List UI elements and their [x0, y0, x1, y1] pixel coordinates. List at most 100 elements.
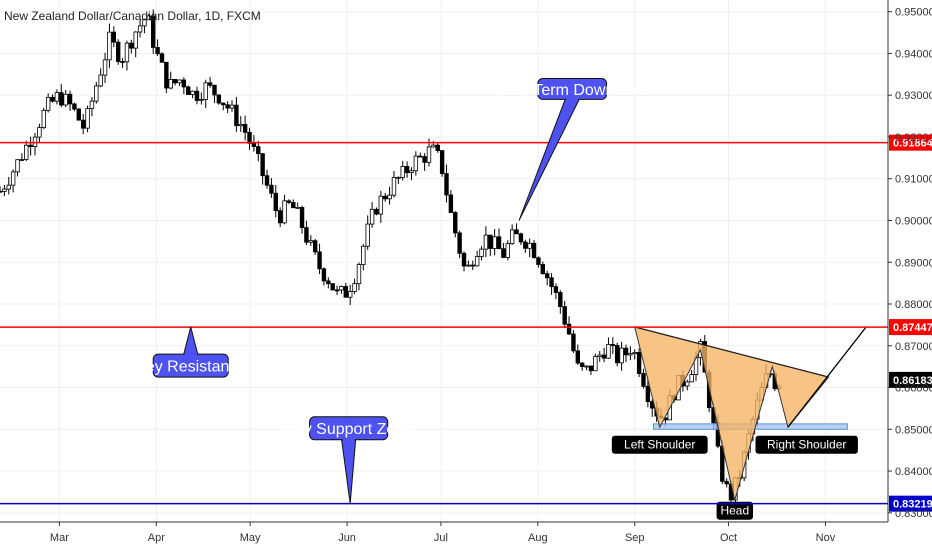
candle-up	[238, 124, 243, 127]
candle-down	[207, 82, 213, 86]
candle-down	[544, 273, 550, 279]
pattern-fill	[634, 326, 830, 501]
candle-down	[76, 108, 81, 121]
x-tick-label: Nov	[816, 532, 836, 544]
candle-down	[291, 201, 296, 209]
callout-text-1: Key Resistance	[135, 359, 246, 376]
candle-down	[549, 277, 554, 288]
candle-up	[107, 31, 112, 61]
level-price-label-1: 0.87447	[893, 322, 932, 334]
candle-down	[571, 333, 576, 352]
candle-up	[199, 99, 204, 101]
candle-down	[558, 292, 563, 308]
candle-down	[514, 229, 519, 235]
candle-up	[124, 42, 130, 63]
candle-down	[242, 124, 248, 133]
candle-up	[369, 208, 375, 225]
candle-down	[151, 15, 156, 48]
callout-annotations: Long Term Downtrend Key Resistance Key Sup…	[135, 78, 651, 504]
candle-down	[518, 233, 524, 243]
candle-up	[597, 354, 602, 357]
candle-down	[225, 104, 230, 109]
candle-up	[426, 146, 432, 163]
candle-down	[724, 480, 729, 485]
candle-up	[474, 256, 480, 267]
candle-up	[10, 171, 16, 186]
y-tick-label: 0.92000	[895, 132, 932, 144]
y-tick-label: 0.93000	[895, 90, 932, 102]
x-tick-label: Mar	[50, 532, 69, 544]
candle-up	[45, 96, 51, 111]
callout-text-2: Key Support Zone	[284, 421, 413, 438]
candle-down	[448, 194, 454, 213]
candle-down	[623, 347, 629, 356]
candle-down	[588, 365, 594, 372]
candle-up	[168, 78, 173, 89]
candle-down	[439, 150, 445, 174]
candle-down	[273, 192, 278, 212]
candle-up	[632, 352, 637, 355]
candle-down	[330, 283, 335, 291]
candle-down	[59, 92, 64, 106]
y-tick-label: 0.87000	[895, 341, 932, 353]
y-tick-label: 0.90000	[895, 215, 932, 227]
candle-up	[54, 92, 60, 102]
candle-down	[251, 142, 257, 148]
x-tick-label: Sep	[625, 532, 645, 544]
candle-down	[221, 102, 226, 106]
candle-down	[159, 53, 165, 63]
candle-down	[523, 241, 528, 249]
x-tick-label: Jun	[338, 532, 356, 544]
candle-down	[404, 166, 410, 174]
candle-up	[19, 159, 25, 161]
candle-up	[347, 291, 353, 298]
pattern-label-1: Head	[720, 504, 749, 518]
candle-up	[365, 223, 370, 247]
candle-down	[531, 242, 537, 259]
callout-joint-2	[342, 437, 355, 441]
candle-down	[72, 103, 77, 110]
callout-pointer-2	[341, 439, 357, 504]
candle-up	[32, 136, 38, 147]
candle-up	[606, 344, 611, 359]
pattern-label-box-0	[611, 435, 708, 454]
level-price-tag-0	[889, 134, 932, 151]
candle-down	[636, 352, 642, 374]
candle-up	[98, 74, 103, 87]
candle-down	[457, 232, 462, 254]
y-tick-label: 0.88000	[895, 299, 932, 311]
callout-text-0: Long Term Downtrend	[494, 82, 651, 99]
y-axis[interactable]: 0.91864 0.87447 0.83219 0.86183 0.95000 0.940…	[887, 0, 932, 522]
candle-down	[264, 175, 270, 186]
candle-down	[212, 84, 217, 96]
candle-down	[470, 264, 475, 267]
candle-up	[483, 234, 489, 250]
candle-up	[339, 286, 344, 291]
y-tick-label: 0.84000	[895, 466, 932, 478]
x-axis[interactable]: Mar Apr May Jun Jul Aug Sep Oct Nov	[0, 521, 888, 544]
candle-down	[155, 47, 160, 55]
candle-up	[431, 144, 436, 148]
candle-down	[317, 251, 322, 270]
candle-up	[685, 381, 690, 387]
candle-up	[527, 242, 532, 249]
candle-up	[282, 200, 287, 224]
level-price-tag-2	[889, 495, 932, 512]
candle-down	[186, 86, 191, 95]
candle-up	[413, 155, 419, 172]
candle-down	[115, 41, 121, 62]
candle-down	[172, 78, 178, 84]
candle-down	[374, 208, 379, 215]
candle-up	[356, 264, 362, 285]
candle-up	[308, 240, 313, 243]
candle-down	[67, 93, 73, 105]
candle-up	[41, 109, 46, 129]
candle-up	[203, 82, 208, 100]
candle-up	[94, 85, 99, 102]
candle-down	[129, 42, 134, 49]
candle-up	[190, 90, 195, 95]
candle-up	[2, 188, 7, 192]
candle-up	[352, 283, 357, 292]
candle-down	[562, 306, 567, 325]
